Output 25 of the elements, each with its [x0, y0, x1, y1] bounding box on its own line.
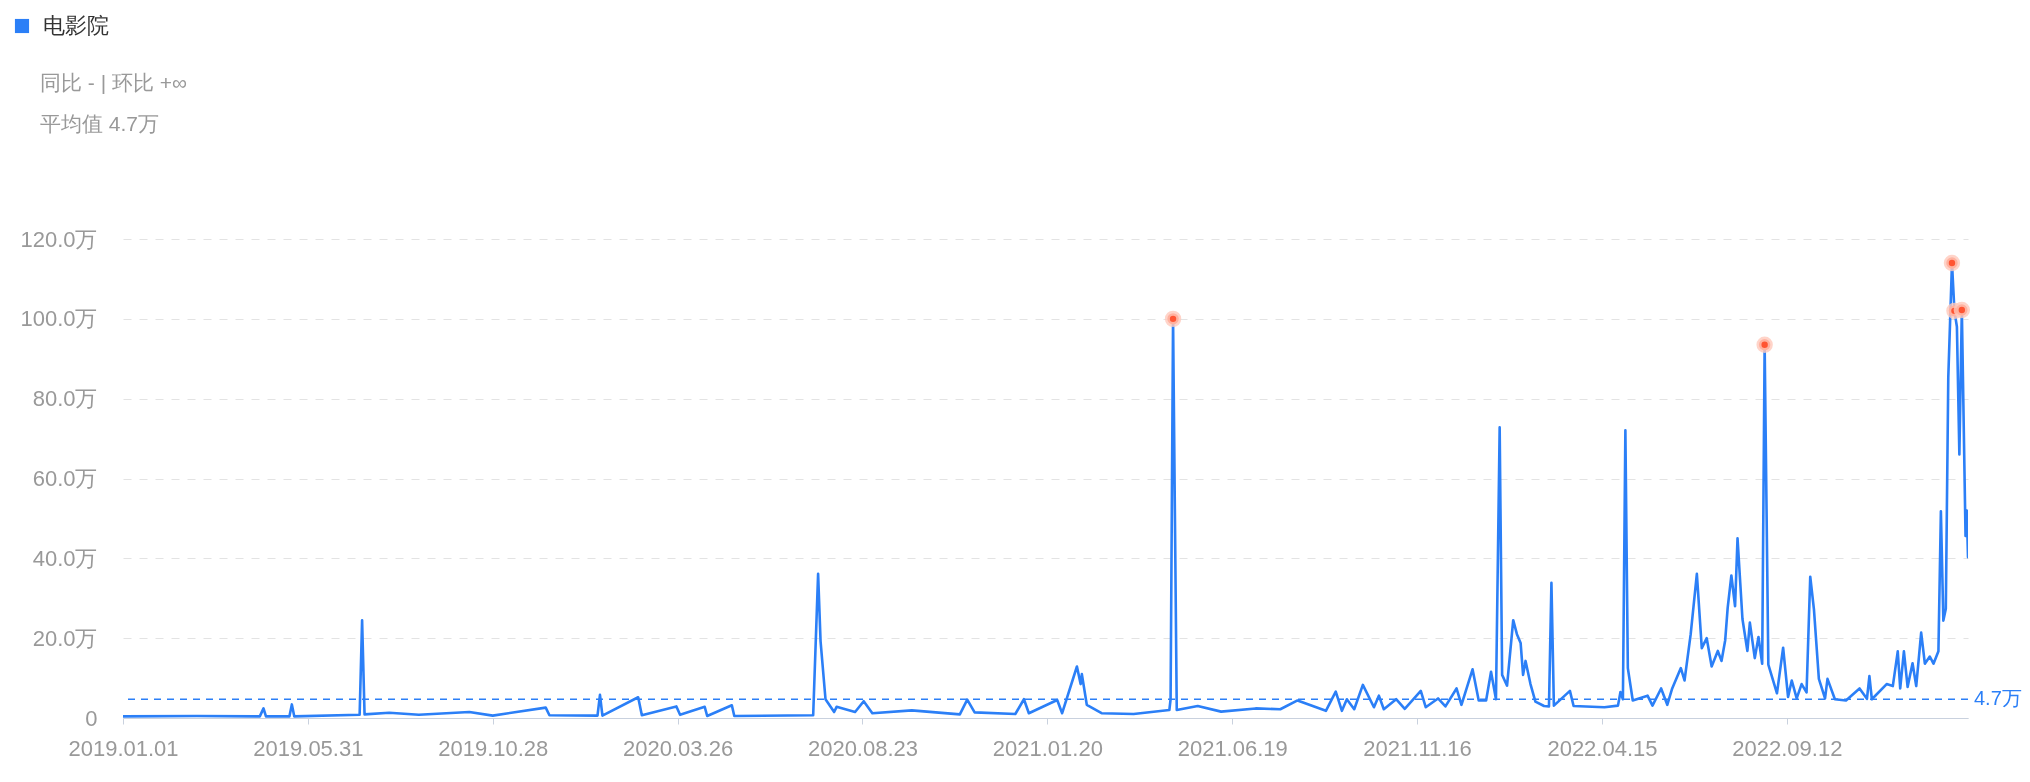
text: 平均值 4.7万: [40, 112, 160, 135]
x-tick-label: 2021.01.20: [992, 735, 1103, 761]
y-tick-label: 0: [85, 705, 98, 731]
point: [1953, 301, 1971, 319]
x-tick-label: 2019.05.31: [253, 735, 364, 761]
y-tick-label: 40.0万: [32, 545, 98, 571]
y-tick-label: 20.0万: [32, 625, 98, 651]
x-tick-label: 2021.06.19: [1177, 735, 1288, 761]
x-tick-label: 2022.09.12: [1732, 735, 1843, 761]
point: [1756, 336, 1773, 353]
y-tick-label: 120.0万: [20, 226, 98, 252]
point: [1943, 254, 1961, 272]
x-tick-label: 2022.04.15: [1547, 735, 1658, 761]
ref-line-label: 4.7万: [1974, 687, 2022, 710]
x-tick-label: 2021.11.16: [1363, 735, 1472, 761]
x-tick-label: 2019.01.01: [68, 735, 179, 761]
text: 同比 - | 环比 +∞: [40, 71, 188, 94]
point: [1164, 310, 1182, 328]
x-tick-label: 2020.03.26: [623, 735, 734, 761]
y-tick-label: 60.0万: [32, 466, 98, 491]
y-tick-label: 80.0万: [32, 386, 98, 412]
legend-label: 电影院: [43, 13, 109, 38]
x-tick-label: 2019.10.28: [438, 735, 549, 761]
x-tick-label: 2020.08.23: [807, 735, 919, 761]
y-tick-label: 100.0万: [20, 306, 98, 332]
